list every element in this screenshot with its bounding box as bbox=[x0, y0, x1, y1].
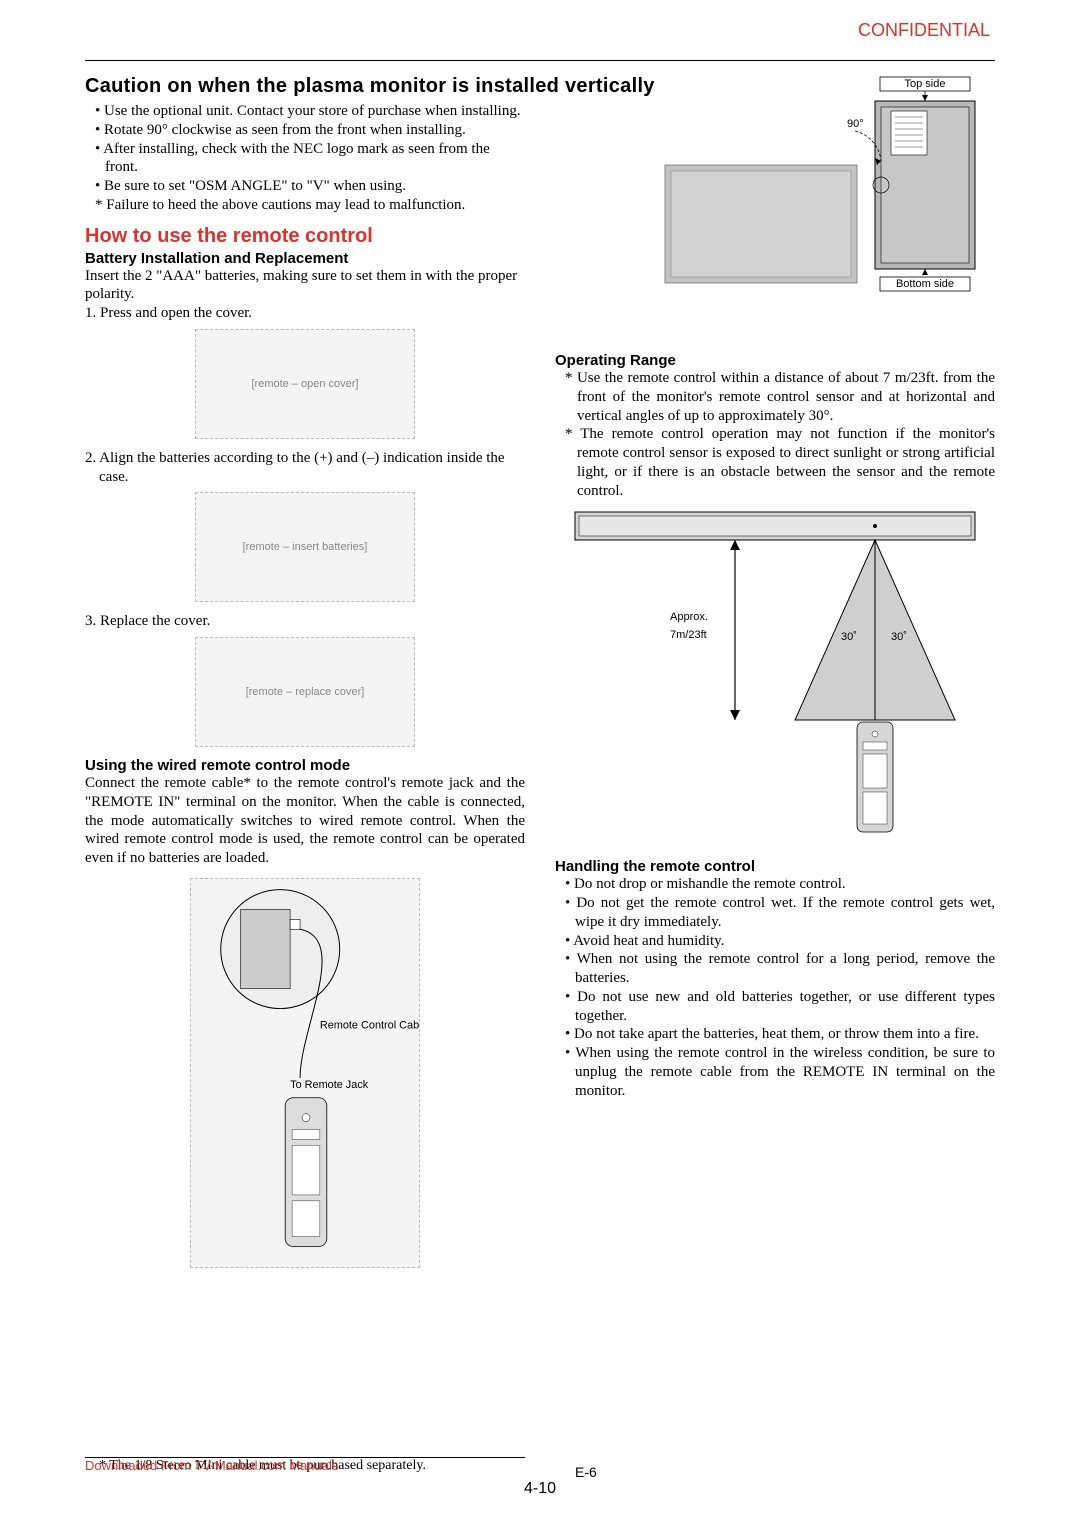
jack-label: To Remote Jack bbox=[290, 1079, 369, 1091]
caution-bullet: After installing, check with the NEC log… bbox=[95, 140, 525, 178]
battery-intro: Insert the 2 "AAA" batteries, making sur… bbox=[85, 267, 525, 305]
caution-bullet: Rotate 90° clockwise as seen from the fr… bbox=[95, 121, 525, 140]
handling-subhead: Handling the remote control bbox=[555, 858, 995, 875]
page-label-e6: E-6 bbox=[575, 1464, 597, 1480]
caution-bullet: Use the optional unit. Contact your stor… bbox=[95, 102, 525, 121]
range-subhead: Operating Range bbox=[555, 352, 995, 369]
handling-bullet-list: Do not drop or mishandle the remote cont… bbox=[555, 875, 995, 1100]
operating-range-diagram: Approx. 7m/23ft 30˚ 30˚ bbox=[565, 510, 985, 840]
angle-90-label: 90° bbox=[847, 118, 864, 130]
caution-bullet: Be sure to set "OSM ANGLE" to "V" when u… bbox=[95, 177, 525, 196]
caution-star: Failure to heed the above cautions may l… bbox=[95, 196, 525, 215]
range-star: The remote control operation may not fun… bbox=[565, 425, 995, 500]
approx-label: Approx. bbox=[670, 611, 708, 623]
handling-bullet: Do not use new and old batteries togethe… bbox=[565, 988, 995, 1026]
page-content: Caution on when the plasma monitor is in… bbox=[85, 75, 995, 1268]
left-column: Use the optional unit. Contact your stor… bbox=[85, 102, 525, 1268]
range-star: Use the remote control within a distance… bbox=[565, 369, 995, 425]
confidential-watermark: CONFIDENTIAL bbox=[858, 20, 990, 41]
angle-right-label: 30˚ bbox=[891, 631, 907, 643]
handling-bullet: Do not drop or mishandle the remote cont… bbox=[565, 875, 995, 894]
battery-subhead: Battery Installation and Replacement bbox=[85, 250, 525, 267]
bottom-side-label: Bottom side bbox=[896, 278, 954, 290]
top-rule bbox=[85, 60, 995, 61]
step-1: 1. Press and open the cover. bbox=[85, 304, 525, 323]
range-star-list: Use the remote control within a distance… bbox=[555, 369, 995, 500]
caution-bullet-list: Use the optional unit. Contact your stor… bbox=[85, 102, 525, 196]
handling-bullet: When not using the remote control for a … bbox=[565, 950, 995, 988]
remote-open-cover-image: [remote – open cover] bbox=[195, 329, 415, 439]
page-footer: * The 1/8 Stereo Mini cable must be purc… bbox=[85, 1449, 995, 1498]
download-source: Downloaded From TV-Manual.com Manuals bbox=[85, 1458, 338, 1473]
handling-bullet: Do not take apart the batteries, heat th… bbox=[565, 1025, 995, 1044]
right-column: Operating Range Use the remote control w… bbox=[555, 350, 995, 1100]
caution-star-list: Failure to heed the above cautions may l… bbox=[85, 196, 525, 215]
wired-body: Connect the remote cable* to the remote … bbox=[85, 774, 525, 868]
howto-heading: How to use the remote control bbox=[85, 225, 525, 248]
handling-bullet: Do not get the remote control wet. If th… bbox=[565, 894, 995, 932]
remote-replace-cover-image: [remote – replace cover] bbox=[195, 637, 415, 747]
top-side-label: Top side bbox=[905, 78, 946, 90]
handling-bullet: Avoid heat and humidity. bbox=[565, 932, 995, 951]
handling-bullet: When using the remote control in the wir… bbox=[565, 1044, 995, 1100]
page-number: 4-10 bbox=[85, 1480, 995, 1498]
remote-insert-batteries-image: [remote – insert batteries] bbox=[195, 492, 415, 602]
vertical-install-diagram: Top side Bottom side bbox=[655, 75, 995, 300]
cable-label: Remote Control Cable* bbox=[320, 1019, 419, 1031]
distance-label: 7m/23ft bbox=[670, 629, 707, 641]
step-2: 2. Align the batteries according to the … bbox=[85, 449, 525, 487]
angle-left-label: 30˚ bbox=[841, 631, 857, 643]
wired-subhead: Using the wired remote control mode bbox=[85, 757, 525, 774]
wired-remote-diagram: Remote Control Cable* To Remote Jack bbox=[190, 878, 420, 1268]
step-3: 3. Replace the cover. bbox=[85, 612, 525, 631]
